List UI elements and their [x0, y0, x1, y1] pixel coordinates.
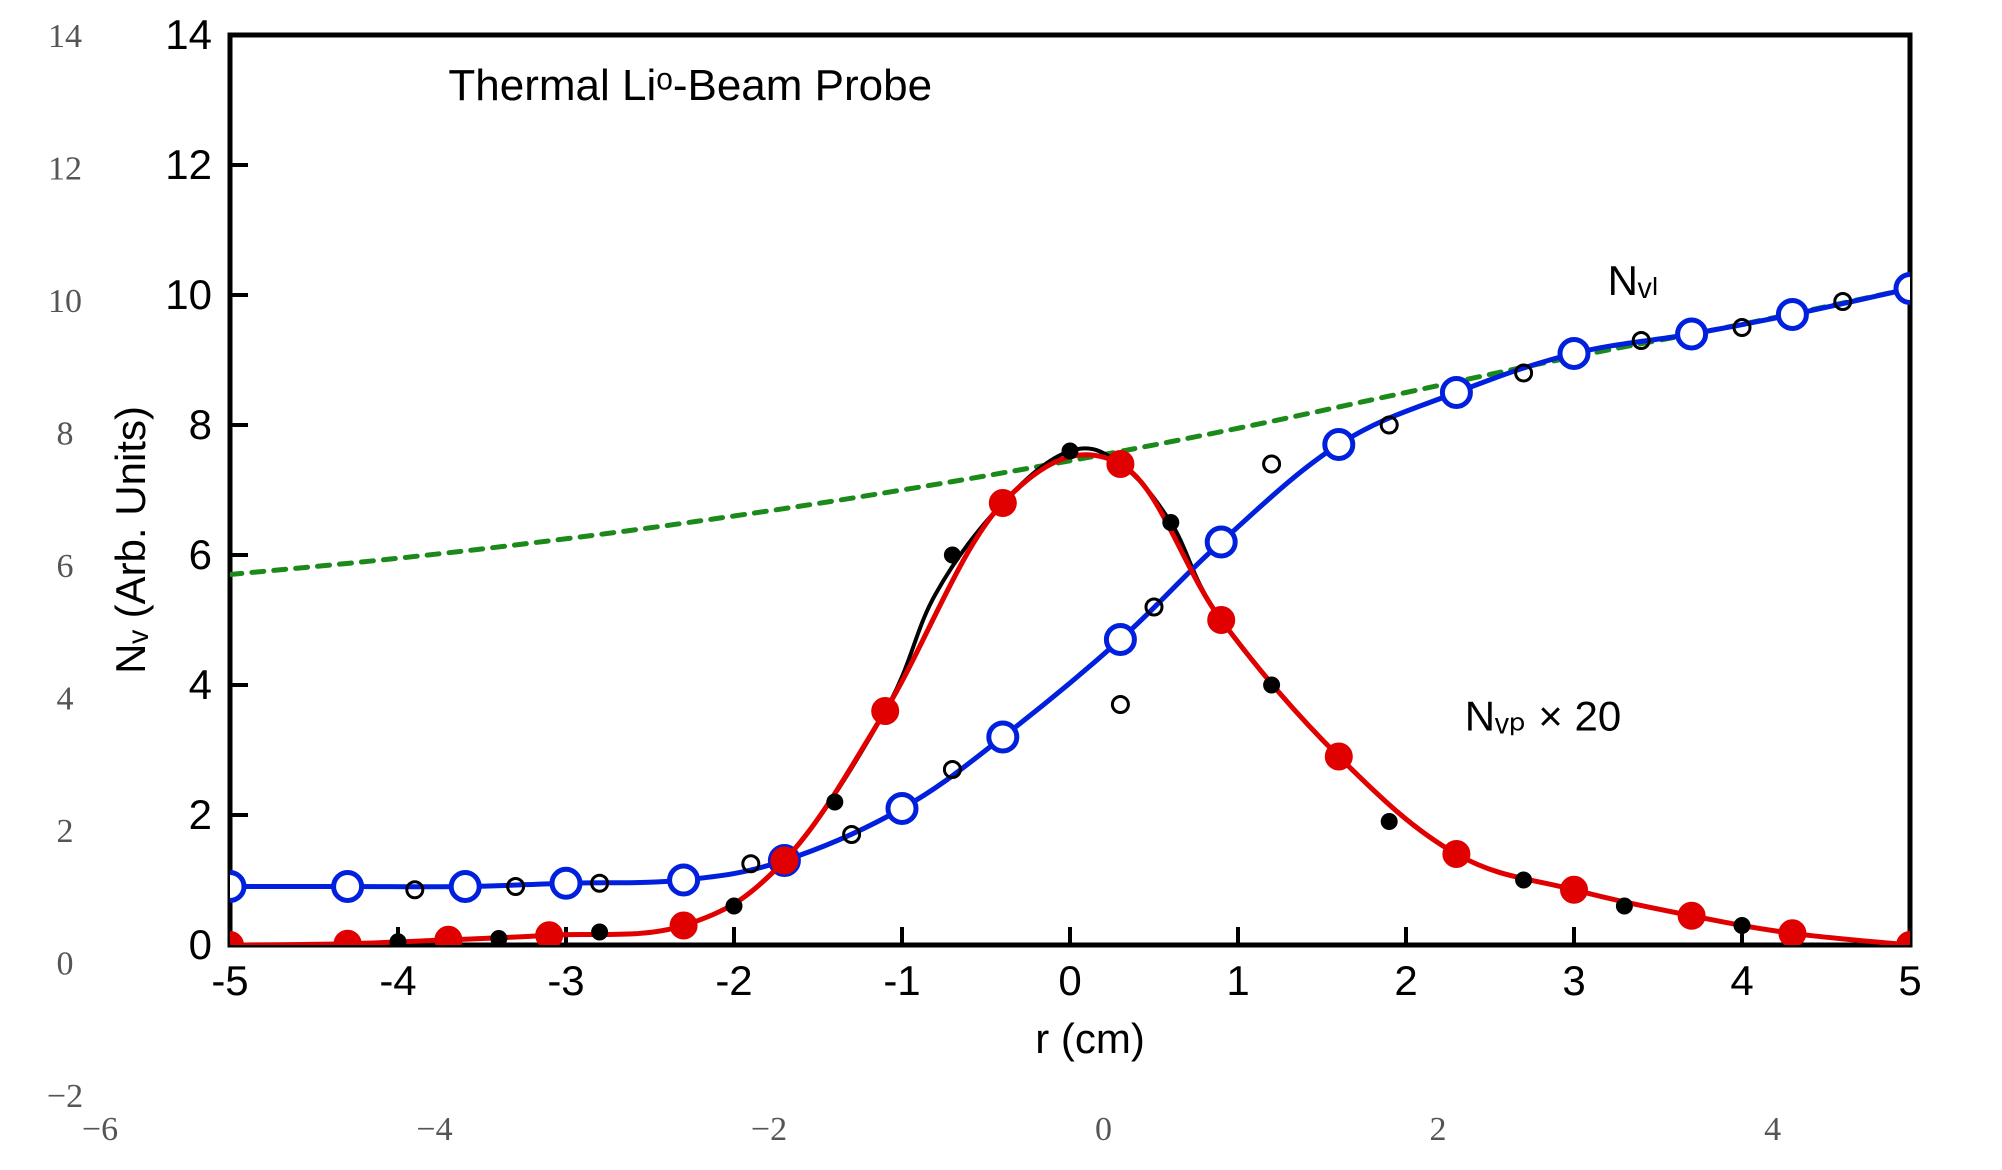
y-tick-label: 4	[189, 661, 212, 708]
series-marker-blue_open	[1560, 340, 1588, 368]
series-marker-blue_open	[1778, 301, 1806, 329]
series-marker-bg_filled_black_small	[944, 547, 960, 563]
x-tick-label: 1	[1226, 957, 1249, 1004]
outer-y-tick: 10	[48, 283, 82, 320]
y-axis-label: Nᵥ (Arb. Units)	[107, 406, 154, 674]
outer-y-tick: −2	[47, 1078, 83, 1115]
x-tick-label: 2	[1394, 957, 1417, 1004]
series-marker-blue_open	[1106, 626, 1134, 654]
series-marker-bg_filled_black_small	[1516, 872, 1532, 888]
series-marker-bg_filled_black_small	[726, 898, 742, 914]
x-tick-label: -1	[883, 957, 920, 1004]
series-marker-blue_open	[451, 873, 479, 901]
chart-svg: −202468101214−6−4−2024-5-4-3-2-1012345r …	[0, 0, 2002, 1165]
series-marker-red_filled	[1208, 607, 1234, 633]
outer-y-tick: 2	[57, 813, 74, 850]
outer-x-tick: −6	[82, 1111, 118, 1148]
x-axis-label: r (cm)	[1035, 1015, 1145, 1062]
outer-y-tick: 12	[48, 151, 82, 188]
outer-x-tick: −4	[416, 1111, 452, 1148]
series-marker-red_filled	[872, 698, 898, 724]
series-marker-red_filled	[1897, 932, 1923, 958]
y-tick-label: 12	[165, 141, 212, 188]
series-marker-red_filled	[671, 913, 697, 939]
outer-y-tick: 0	[57, 946, 74, 983]
series-marker-blue_open	[670, 866, 698, 894]
outer-y-tick: 8	[57, 416, 74, 453]
y-tick-label: 0	[189, 921, 212, 968]
series-marker-bg_filled_black_small	[592, 924, 608, 940]
y-tick-label: 14	[165, 11, 212, 58]
series-marker-red_filled	[435, 927, 461, 953]
series-marker-blue_open	[334, 873, 362, 901]
chart-container: −202468101214−6−4−2024-5-4-3-2-1012345r …	[0, 0, 2002, 1165]
series-marker-red_filled	[1561, 877, 1587, 903]
outer-x-tick: 0	[1095, 1111, 1112, 1148]
y-tick-label: 6	[189, 531, 212, 578]
series-marker-red_filled	[335, 931, 361, 957]
series-marker-blue_open	[1896, 275, 1924, 303]
series-marker-blue_open	[1678, 320, 1706, 348]
series-marker-blue_open	[1207, 528, 1235, 556]
outer-x-tick: 2	[1430, 1111, 1447, 1148]
outer-y-tick: 14	[48, 18, 82, 55]
x-tick-label: 5	[1898, 957, 1921, 1004]
series-marker-bg_filled_black_small	[1163, 515, 1179, 531]
x-tick-label: 0	[1058, 957, 1081, 1004]
series-marker-blue_open	[1442, 379, 1470, 407]
series-marker-bg_filled_black_small	[491, 931, 507, 947]
x-tick-label: -5	[211, 957, 248, 1004]
chart-annotation: Nᵥₚ × 20	[1465, 693, 1621, 740]
series-marker-red_filled	[771, 848, 797, 874]
series-marker-blue_open	[989, 723, 1017, 751]
series-marker-bg_filled_black_small	[827, 794, 843, 810]
x-tick-label: -3	[547, 957, 584, 1004]
series-marker-red_filled	[1679, 903, 1705, 929]
chart-title: Thermal Liᵒ-Beam Probe	[448, 61, 932, 110]
series-marker-blue_open	[888, 795, 916, 823]
series-marker-red_filled	[217, 932, 243, 958]
outer-x-tick: 4	[1764, 1111, 1781, 1148]
y-tick-label: 8	[189, 401, 212, 448]
outer-y-tick: 4	[57, 681, 74, 718]
series-marker-blue_open	[1325, 431, 1353, 459]
outer-y-tick: 6	[57, 548, 74, 585]
series-marker-red_filled	[1107, 451, 1133, 477]
x-tick-label: 4	[1730, 957, 1753, 1004]
series-marker-blue_open	[216, 873, 244, 901]
series-marker-red_filled	[1443, 841, 1469, 867]
series-marker-blue_open	[552, 869, 580, 897]
chart-annotation: Nᵥₗ	[1608, 257, 1659, 304]
outer-x-tick: −2	[751, 1111, 787, 1148]
y-tick-label: 2	[189, 791, 212, 838]
series-marker-bg_filled_black_small	[1062, 443, 1078, 459]
series-marker-red_filled	[1779, 920, 1805, 946]
series-marker-bg_filled_black_small	[1264, 677, 1280, 693]
series-marker-bg_filled_black_small	[1381, 814, 1397, 830]
x-tick-label: 3	[1562, 957, 1585, 1004]
series-marker-bg_filled_black_small	[1616, 898, 1632, 914]
x-tick-label: -2	[715, 957, 752, 1004]
series-marker-bg_filled_black_small	[1734, 918, 1750, 934]
series-marker-red_filled	[536, 922, 562, 948]
series-marker-red_filled	[990, 490, 1016, 516]
plot-frame	[230, 35, 1910, 945]
series-marker-red_filled	[1326, 744, 1352, 770]
y-tick-label: 10	[165, 271, 212, 318]
x-tick-label: -4	[379, 957, 416, 1004]
